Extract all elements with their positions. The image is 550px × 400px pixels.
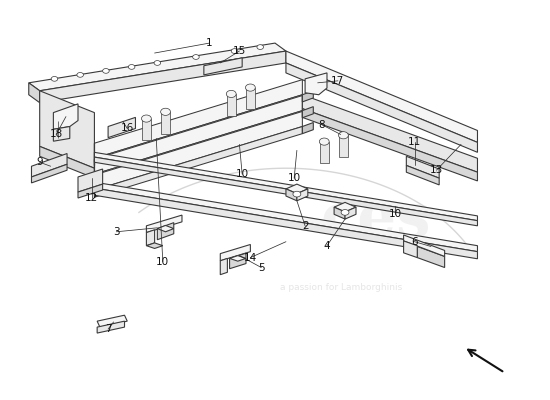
Polygon shape	[345, 207, 356, 219]
Text: 10: 10	[288, 173, 301, 183]
Polygon shape	[146, 243, 163, 248]
Polygon shape	[302, 91, 313, 102]
Text: 10: 10	[389, 209, 402, 219]
Polygon shape	[108, 117, 135, 138]
Polygon shape	[29, 83, 40, 103]
Circle shape	[293, 191, 301, 197]
Circle shape	[231, 49, 238, 54]
Polygon shape	[305, 73, 327, 95]
Polygon shape	[406, 156, 439, 178]
Text: 1: 1	[206, 38, 213, 48]
Polygon shape	[53, 126, 70, 141]
Circle shape	[192, 55, 199, 59]
Polygon shape	[302, 122, 313, 134]
Polygon shape	[95, 157, 477, 226]
Polygon shape	[302, 107, 313, 118]
Polygon shape	[157, 223, 174, 240]
Text: 5: 5	[258, 262, 265, 272]
Polygon shape	[95, 95, 302, 166]
Polygon shape	[286, 184, 308, 194]
Polygon shape	[95, 80, 302, 158]
Polygon shape	[157, 226, 174, 232]
Polygon shape	[97, 315, 127, 327]
Circle shape	[257, 45, 263, 50]
Polygon shape	[246, 88, 255, 110]
Polygon shape	[161, 112, 170, 134]
Circle shape	[141, 115, 151, 122]
Polygon shape	[31, 164, 67, 183]
Text: 15: 15	[233, 46, 246, 56]
Polygon shape	[95, 111, 302, 181]
Polygon shape	[417, 246, 444, 268]
Polygon shape	[204, 58, 242, 75]
Polygon shape	[95, 188, 477, 259]
Circle shape	[103, 68, 109, 73]
Polygon shape	[302, 109, 477, 181]
Polygon shape	[40, 51, 286, 103]
Circle shape	[161, 108, 170, 115]
Polygon shape	[53, 104, 78, 129]
Polygon shape	[78, 169, 103, 192]
Text: 17: 17	[331, 76, 344, 86]
Polygon shape	[297, 189, 308, 201]
Polygon shape	[40, 146, 95, 178]
Text: 16: 16	[120, 124, 134, 134]
Polygon shape	[95, 96, 302, 174]
Polygon shape	[29, 43, 286, 91]
Text: 3: 3	[113, 227, 119, 237]
Polygon shape	[31, 154, 67, 177]
Polygon shape	[221, 244, 250, 261]
Polygon shape	[406, 166, 439, 185]
Circle shape	[320, 138, 329, 145]
Circle shape	[338, 132, 348, 139]
Polygon shape	[146, 215, 182, 232]
Text: 6: 6	[411, 237, 418, 247]
Circle shape	[128, 64, 135, 69]
Polygon shape	[286, 63, 477, 152]
Polygon shape	[221, 258, 227, 275]
Text: a passion for Lamborghinis: a passion for Lamborghinis	[279, 283, 402, 292]
Polygon shape	[302, 95, 477, 172]
Circle shape	[77, 72, 84, 77]
Polygon shape	[286, 51, 477, 142]
Polygon shape	[334, 202, 356, 212]
Polygon shape	[339, 135, 348, 157]
Polygon shape	[78, 184, 103, 198]
Polygon shape	[95, 152, 477, 221]
Text: 12: 12	[85, 193, 98, 203]
Polygon shape	[95, 126, 302, 197]
Text: 10: 10	[156, 256, 169, 266]
Text: 8: 8	[318, 120, 325, 130]
Polygon shape	[404, 241, 417, 258]
Polygon shape	[286, 189, 297, 201]
Circle shape	[51, 76, 58, 81]
Polygon shape	[227, 94, 235, 116]
Polygon shape	[404, 235, 444, 256]
Text: 2: 2	[302, 221, 309, 231]
Circle shape	[154, 60, 161, 65]
Text: 11: 11	[408, 138, 421, 148]
Text: ces: ces	[321, 190, 432, 250]
Text: 9: 9	[36, 157, 43, 167]
Text: 14: 14	[244, 252, 257, 262]
Circle shape	[245, 84, 255, 91]
Polygon shape	[40, 91, 95, 168]
Text: 4: 4	[323, 241, 331, 251]
Polygon shape	[229, 253, 246, 269]
Polygon shape	[334, 207, 345, 219]
Text: 18: 18	[50, 130, 63, 140]
Polygon shape	[95, 112, 302, 190]
Polygon shape	[146, 230, 155, 246]
Polygon shape	[320, 142, 329, 164]
Polygon shape	[95, 182, 477, 252]
Circle shape	[341, 210, 349, 215]
Polygon shape	[142, 118, 151, 140]
Text: 10: 10	[235, 169, 249, 179]
Text: 7: 7	[105, 324, 112, 334]
Circle shape	[226, 90, 236, 98]
Polygon shape	[229, 256, 246, 261]
Text: 13: 13	[430, 165, 443, 175]
Polygon shape	[97, 321, 124, 333]
